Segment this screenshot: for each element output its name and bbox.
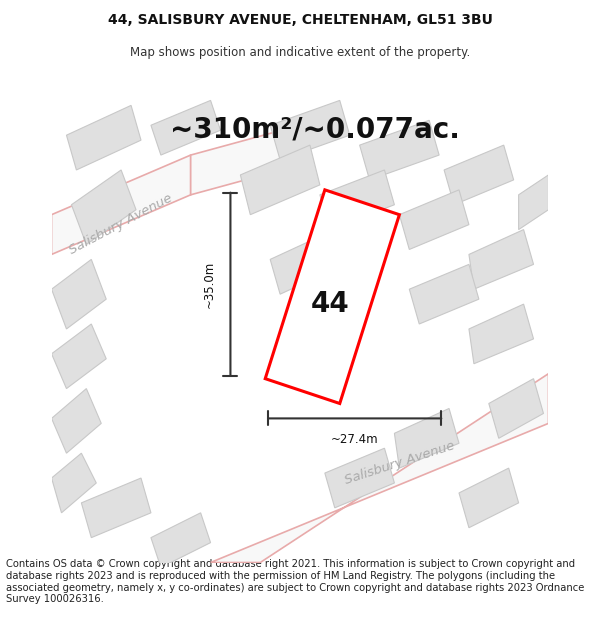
Text: Salisbury Avenue: Salisbury Avenue xyxy=(67,192,175,258)
Polygon shape xyxy=(325,448,394,508)
Text: Contains OS data © Crown copyright and database right 2021. This information is : Contains OS data © Crown copyright and d… xyxy=(6,559,584,604)
Polygon shape xyxy=(469,229,533,289)
Polygon shape xyxy=(67,106,141,170)
Polygon shape xyxy=(394,409,459,468)
Polygon shape xyxy=(52,324,106,389)
Polygon shape xyxy=(52,453,96,512)
Polygon shape xyxy=(400,190,469,249)
Polygon shape xyxy=(270,101,350,160)
Text: ~310m²/~0.077ac.: ~310m²/~0.077ac. xyxy=(170,115,460,143)
Text: 44, SALISBURY AVENUE, CHELTENHAM, GL51 3BU: 44, SALISBURY AVENUE, CHELTENHAM, GL51 3… xyxy=(107,13,493,27)
Polygon shape xyxy=(151,512,211,568)
Polygon shape xyxy=(270,229,345,294)
Text: ~35.0m: ~35.0m xyxy=(203,261,215,308)
Text: 44: 44 xyxy=(310,290,349,318)
Polygon shape xyxy=(191,125,300,195)
Polygon shape xyxy=(52,389,101,453)
Polygon shape xyxy=(320,170,394,229)
Polygon shape xyxy=(151,101,221,155)
Polygon shape xyxy=(489,379,544,438)
Polygon shape xyxy=(211,374,548,562)
Polygon shape xyxy=(469,304,533,364)
Polygon shape xyxy=(52,155,191,254)
Polygon shape xyxy=(518,175,548,229)
Polygon shape xyxy=(52,259,106,329)
Polygon shape xyxy=(409,264,479,324)
Polygon shape xyxy=(241,145,320,214)
Text: Salisbury Avenue: Salisbury Avenue xyxy=(343,439,456,487)
Polygon shape xyxy=(359,120,439,180)
Polygon shape xyxy=(459,468,518,528)
Text: ~27.4m: ~27.4m xyxy=(331,433,379,446)
Polygon shape xyxy=(82,478,151,538)
Polygon shape xyxy=(444,145,514,205)
Polygon shape xyxy=(71,170,136,244)
Polygon shape xyxy=(265,190,400,404)
Text: Map shows position and indicative extent of the property.: Map shows position and indicative extent… xyxy=(130,46,470,59)
